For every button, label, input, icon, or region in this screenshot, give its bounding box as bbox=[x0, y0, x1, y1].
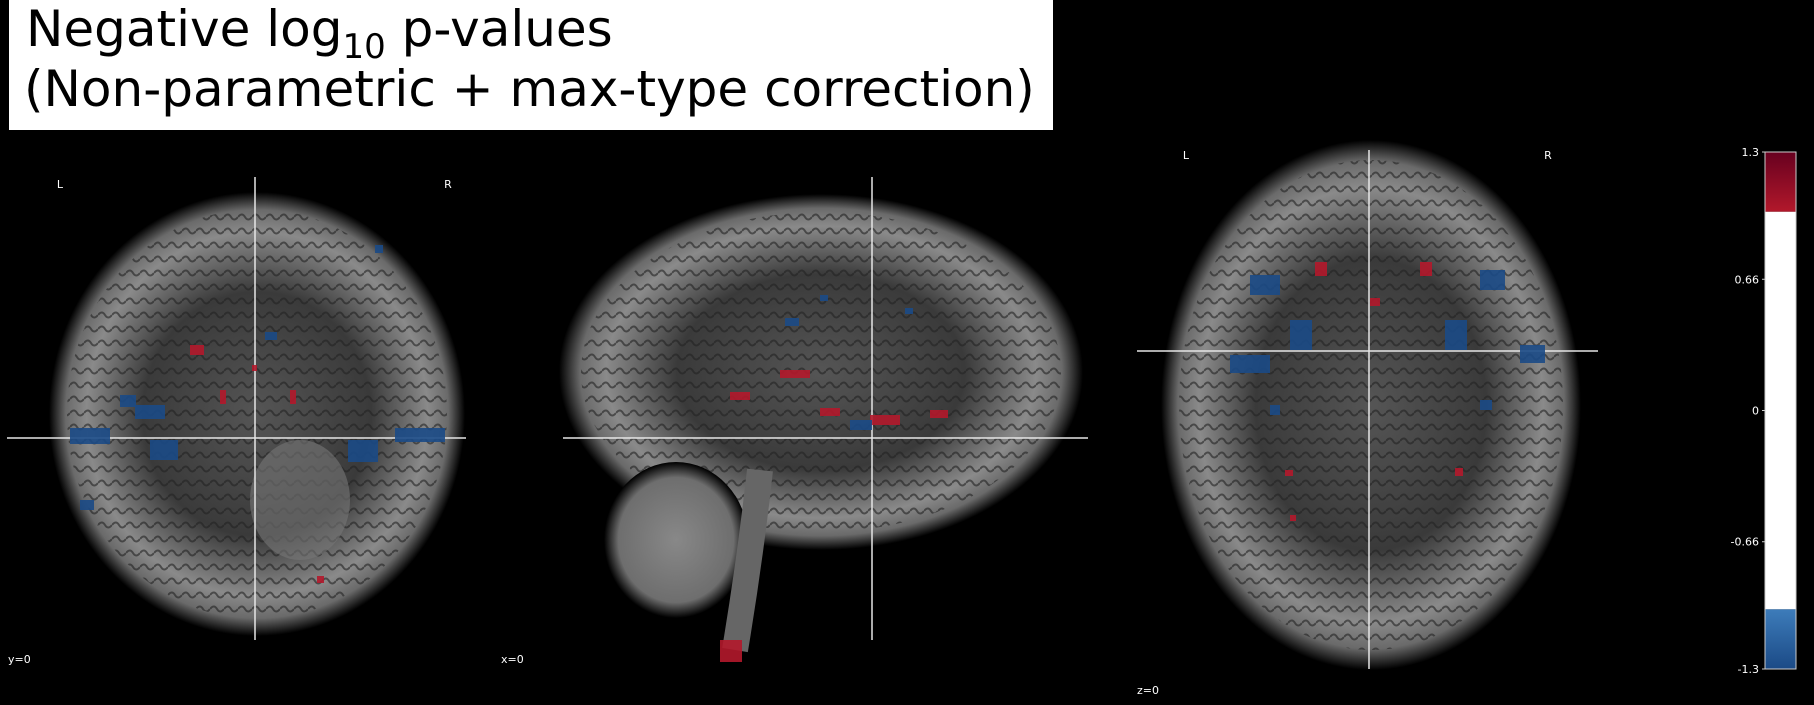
cerebellum bbox=[604, 462, 748, 618]
activation-blob bbox=[252, 365, 257, 371]
activation-blob bbox=[1230, 355, 1270, 373]
colorbar-tick-label: -0.66 bbox=[1731, 536, 1759, 549]
activation-blob bbox=[820, 408, 840, 416]
colorbar-tick-label: 0 bbox=[1752, 405, 1759, 418]
activation-blob bbox=[1290, 320, 1312, 350]
brain-texture bbox=[1179, 160, 1563, 650]
activation-blob bbox=[720, 640, 742, 662]
activation-blob bbox=[1250, 275, 1280, 295]
panel-1: L R y=0 bbox=[7, 177, 466, 666]
colorbar-tick-label: -1.3 bbox=[1738, 663, 1759, 676]
activation-blob bbox=[317, 576, 324, 583]
activation-blob bbox=[265, 332, 277, 340]
brain-structure bbox=[250, 440, 350, 560]
activation-blob bbox=[850, 420, 872, 430]
colorbar-tick-label: 1.3 bbox=[1742, 146, 1760, 159]
activation-blob bbox=[1315, 262, 1327, 276]
activation-blob bbox=[120, 395, 136, 407]
panel-2: x=0 bbox=[501, 177, 1088, 666]
colorbar-middle bbox=[1765, 211, 1796, 610]
activation-blob bbox=[930, 410, 948, 418]
activation-blob bbox=[785, 318, 799, 326]
activation-blob bbox=[780, 370, 810, 378]
colorbar: 1.3 0.66 0 -0.66 -1.3 bbox=[1731, 146, 1797, 676]
activation-blob bbox=[135, 405, 165, 419]
activation-blob bbox=[290, 390, 296, 404]
colorbar-positive bbox=[1765, 152, 1796, 212]
activation-blob bbox=[1455, 468, 1463, 476]
activation-blob bbox=[1285, 470, 1293, 476]
title-subscript: 10 bbox=[343, 27, 386, 67]
activation-blob bbox=[820, 295, 828, 301]
activation-blob bbox=[1480, 270, 1505, 290]
title-line-2: (Non-parametric + max-type correction) bbox=[24, 60, 1035, 118]
activation-blobs bbox=[70, 245, 1545, 662]
activation-blob bbox=[1445, 320, 1467, 350]
activation-blob bbox=[190, 345, 204, 355]
activation-blob bbox=[80, 500, 94, 510]
colorbar-tick-label: 0.66 bbox=[1735, 273, 1760, 286]
side-label: R bbox=[1544, 149, 1552, 162]
title-text: Negative log bbox=[26, 0, 343, 58]
activation-blob bbox=[348, 440, 378, 462]
brainstem bbox=[722, 468, 773, 653]
cut-label: z=0 bbox=[1137, 684, 1159, 697]
side-label: L bbox=[57, 178, 64, 191]
activation-blob bbox=[395, 428, 445, 442]
activation-blob bbox=[1420, 262, 1432, 276]
activation-blob bbox=[1270, 405, 1280, 415]
side-label: R bbox=[444, 178, 452, 191]
activation-blob bbox=[905, 308, 913, 314]
title-rest: p-values bbox=[386, 0, 613, 58]
activation-blob bbox=[730, 392, 750, 400]
colorbar-negative bbox=[1765, 609, 1796, 669]
activation-blob bbox=[870, 415, 900, 425]
brain-texture bbox=[67, 209, 447, 619]
activation-blob bbox=[70, 428, 110, 444]
activation-blob bbox=[375, 245, 383, 253]
title-line-1: Negative log10 p-values bbox=[26, 0, 613, 67]
side-label: L bbox=[1183, 149, 1190, 162]
cut-label: x=0 bbox=[501, 653, 524, 666]
activation-blob bbox=[1520, 345, 1545, 363]
activation-blob bbox=[220, 390, 226, 404]
activation-blob bbox=[1290, 515, 1296, 521]
panel-3: L R z=0 bbox=[1137, 140, 1598, 697]
activation-blob bbox=[1370, 298, 1380, 306]
cut-label: y=0 bbox=[8, 653, 31, 666]
activation-blob bbox=[1480, 400, 1492, 410]
activation-blob bbox=[150, 440, 178, 460]
title-box bbox=[9, 0, 1053, 130]
brain-texture bbox=[581, 212, 1061, 532]
